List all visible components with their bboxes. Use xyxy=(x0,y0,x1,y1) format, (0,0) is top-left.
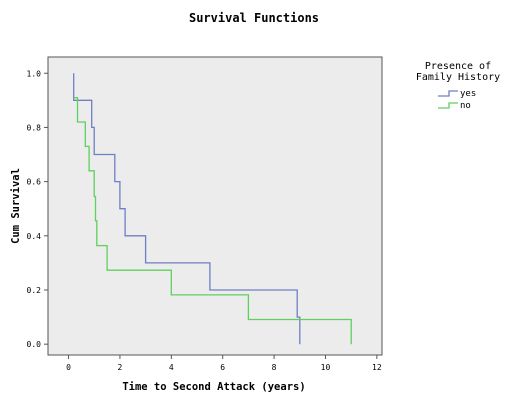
chart-title: Survival Functions xyxy=(189,11,319,25)
y-tick-label: 0.4 xyxy=(27,232,42,241)
y-tick-label: 0.2 xyxy=(27,286,42,295)
x-tick-label: 12 xyxy=(372,363,382,372)
legend-title-line-2: Family History xyxy=(416,72,500,83)
x-tick-label: 10 xyxy=(321,363,331,372)
legend-entries: yes no xyxy=(438,89,476,111)
y-tick-label: 0.6 xyxy=(27,178,42,187)
legend-title-line-1: Presence of xyxy=(425,61,491,72)
legend-item-no: no xyxy=(438,101,471,111)
legend-label-no: no xyxy=(460,101,471,111)
x-tick-label: 4 xyxy=(169,363,174,372)
x-tick-label: 8 xyxy=(272,363,277,372)
y-tick-label: 0.0 xyxy=(27,340,42,349)
x-axis: 0 2 4 6 8 10 12 xyxy=(66,355,382,372)
series-line-no xyxy=(73,96,352,345)
x-tick-label: 6 xyxy=(220,363,225,372)
series-layer xyxy=(73,73,352,345)
legend-label-yes: yes xyxy=(460,89,476,99)
legend-swatch-no xyxy=(438,102,458,109)
y-tick-label: 1.0 xyxy=(27,69,42,78)
y-axis-label: Cum Survival xyxy=(10,168,22,244)
x-axis-label: Time to Second Attack (years) xyxy=(122,381,305,393)
legend: Presence of Family History yes no xyxy=(416,61,500,111)
series-line-yes xyxy=(73,73,301,345)
plot-area xyxy=(47,56,383,356)
x-tick-label: 2 xyxy=(118,363,123,372)
y-axis: 0.0 0.2 0.4 0.6 0.8 1.0 xyxy=(27,69,48,349)
x-tick-label: 0 xyxy=(66,363,71,372)
y-tick-label: 0.8 xyxy=(27,123,42,132)
legend-swatch-yes xyxy=(438,90,458,97)
legend-item-yes: yes xyxy=(438,89,476,99)
